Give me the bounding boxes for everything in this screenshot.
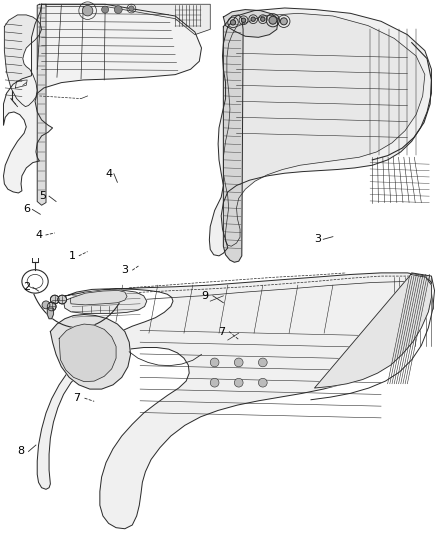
Circle shape xyxy=(234,378,243,387)
Polygon shape xyxy=(314,274,431,388)
Polygon shape xyxy=(4,15,42,107)
Text: 2: 2 xyxy=(24,282,31,292)
Circle shape xyxy=(102,6,109,13)
Text: 8: 8 xyxy=(18,447,25,456)
Polygon shape xyxy=(50,314,131,389)
Circle shape xyxy=(280,18,287,25)
Polygon shape xyxy=(37,4,46,205)
Polygon shape xyxy=(47,308,53,319)
Polygon shape xyxy=(223,13,425,246)
Text: 4: 4 xyxy=(105,169,112,179)
Text: 4: 4 xyxy=(35,230,42,240)
Circle shape xyxy=(58,295,67,304)
Circle shape xyxy=(258,358,267,367)
Text: 3: 3 xyxy=(314,235,321,244)
Circle shape xyxy=(258,378,267,387)
Circle shape xyxy=(241,18,246,22)
Polygon shape xyxy=(209,8,431,256)
Circle shape xyxy=(269,17,277,24)
Circle shape xyxy=(210,358,219,367)
Text: 5: 5 xyxy=(39,191,46,201)
Text: 1: 1 xyxy=(69,251,76,261)
Circle shape xyxy=(129,6,134,11)
Text: 9: 9 xyxy=(201,291,208,301)
Polygon shape xyxy=(4,4,201,193)
Polygon shape xyxy=(70,290,127,305)
Circle shape xyxy=(82,5,93,16)
Polygon shape xyxy=(223,10,278,37)
Polygon shape xyxy=(223,15,243,262)
Circle shape xyxy=(50,295,59,304)
Circle shape xyxy=(261,17,265,21)
Polygon shape xyxy=(64,290,147,313)
Circle shape xyxy=(234,358,243,367)
Text: 7: 7 xyxy=(73,393,80,403)
Polygon shape xyxy=(37,273,431,529)
Polygon shape xyxy=(15,80,27,88)
Circle shape xyxy=(42,301,50,309)
Text: 6: 6 xyxy=(23,205,30,214)
Circle shape xyxy=(251,17,255,21)
Circle shape xyxy=(47,302,56,311)
Circle shape xyxy=(230,20,236,25)
Polygon shape xyxy=(46,4,210,35)
Circle shape xyxy=(210,378,219,387)
Text: 3: 3 xyxy=(121,265,128,275)
Text: 7: 7 xyxy=(218,327,225,336)
Polygon shape xyxy=(59,324,116,382)
Circle shape xyxy=(114,6,122,13)
